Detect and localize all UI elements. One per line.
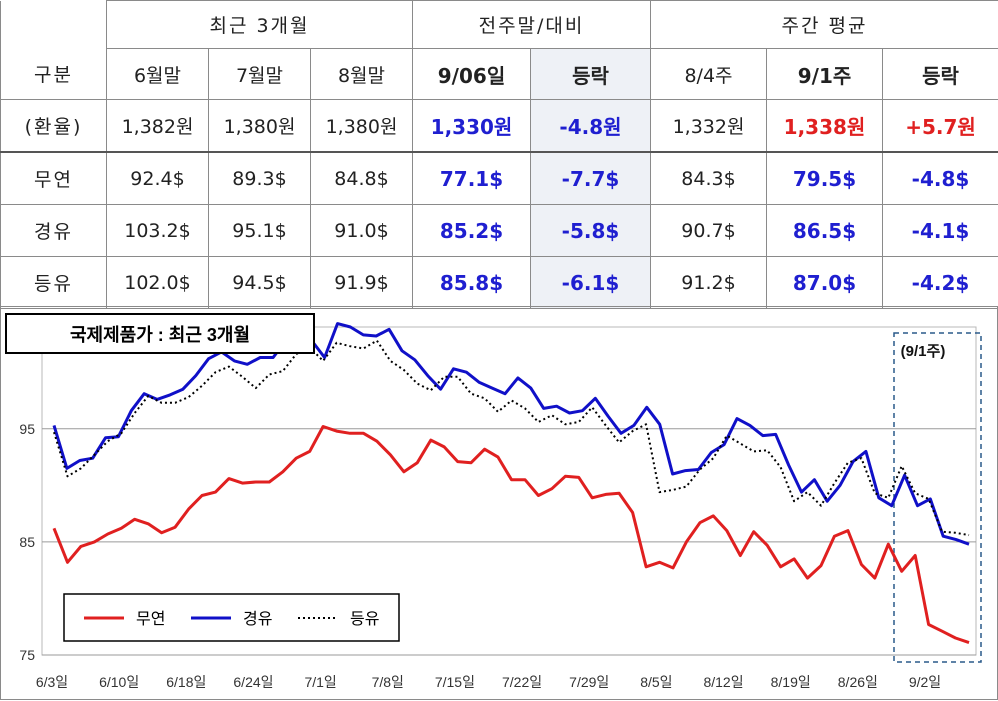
x-tick-label: 7/15일 — [435, 674, 475, 690]
group-header-weekend: 전주말/대비 — [413, 1, 651, 49]
legend-label: 무연 — [136, 610, 165, 628]
col-header-sep06: 9/06일 — [413, 49, 531, 100]
x-tick-label: 8/12일 — [703, 674, 743, 690]
table-cell: 91.9$ — [311, 257, 413, 309]
legend-label: 경유 — [243, 610, 272, 628]
week-annotation: (9/1주) — [901, 343, 946, 360]
row-label: 등유 — [1, 257, 107, 309]
table-cell: 1,380원 — [209, 100, 311, 153]
y-tick-label: 85 — [19, 534, 35, 550]
table-cell: 77.1$ — [413, 152, 531, 205]
group-header-recent: 최근 3개월 — [107, 1, 413, 49]
table-cell: 84.3$ — [651, 152, 767, 205]
x-tick-label: 6/10일 — [99, 674, 139, 690]
table-cell: 86.5$ — [767, 205, 883, 257]
col-header-change: 등락 — [531, 49, 651, 100]
price-summary-table: 최근 3개월 전주말/대비 주간 평균 구분 6월말 7월말 8월말 9/06일… — [0, 0, 998, 309]
table-cell: -5.8$ — [531, 205, 651, 257]
x-tick-label: 7/22일 — [502, 674, 542, 690]
table-cell: -7.7$ — [531, 152, 651, 205]
table-cell: 1,330원 — [413, 100, 531, 153]
row-label: 무연 — [1, 152, 107, 205]
group-header-weekly: 주간 평균 — [651, 1, 998, 49]
table-cell: 79.5$ — [767, 152, 883, 205]
x-tick-label: 7/29일 — [569, 674, 609, 690]
table-row-exchange: (환율) 1,382원 1,380원 1,380원 1,330원 -4.8원 1… — [1, 100, 998, 153]
table-cell: -4.2$ — [883, 257, 998, 309]
x-tick-label: 6/18일 — [166, 674, 206, 690]
row-label: (환율) — [1, 100, 107, 153]
table-cell: -6.1$ — [531, 257, 651, 309]
week-highlight-box — [894, 333, 981, 662]
x-tick-label: 8/19일 — [771, 674, 811, 690]
x-tick-label: 6/3일 — [36, 674, 68, 690]
table-cell: 1,338원 — [767, 100, 883, 153]
col-header-category: 구분 — [1, 49, 107, 100]
x-tick-label: 8/5일 — [640, 674, 672, 690]
table-cell: 103.2$ — [107, 205, 209, 257]
col-header-weekly-change: 등락 — [883, 49, 998, 100]
x-tick-label: 9/2일 — [909, 674, 941, 690]
table-cell: 1,380원 — [311, 100, 413, 153]
table-cell: 102.0$ — [107, 257, 209, 309]
x-tick-label: 7/8일 — [372, 674, 404, 690]
table-cell: 85.2$ — [413, 205, 531, 257]
col-header-sep-w1: 9/1주 — [767, 49, 883, 100]
table-cell: +5.7원 — [883, 100, 998, 153]
col-header-aug-w4: 8/4주 — [651, 49, 767, 100]
y-tick-label: 95 — [19, 421, 35, 437]
y-tick-label: 75 — [19, 647, 35, 663]
col-header-aug-end: 8월말 — [311, 49, 413, 100]
price-chart-svg: 75 85 95 6/3일 6/10일 6/18일 6/24일 7/1일 7/8일 7/15일 7/… — [1, 307, 998, 701]
table-cell: 91.0$ — [311, 205, 413, 257]
table-row-kerosene: 등유 102.0$ 94.5$ 91.9$ 85.8$ -6.1$ 91.2$ … — [1, 257, 998, 309]
x-tick-label: 8/26일 — [838, 674, 878, 690]
row-label: 경유 — [1, 205, 107, 257]
col-header-jul-end: 7월말 — [209, 49, 311, 100]
table-row-diesel: 경유 103.2$ 95.1$ 91.0$ 85.2$ -5.8$ 90.7$ … — [1, 205, 998, 257]
x-tick-label: 6/24일 — [233, 674, 273, 690]
table-cell: 1,382원 — [107, 100, 209, 153]
col-header-jun-end: 6월말 — [107, 49, 209, 100]
chart-title: 국제제품가 : 최근 3개월 — [70, 325, 250, 345]
table-cell: 91.2$ — [651, 257, 767, 309]
table-cell: 94.5$ — [209, 257, 311, 309]
series-line-경유 — [54, 324, 969, 545]
price-chart: 75 85 95 6/3일 6/10일 6/18일 6/24일 7/1일 7/8일 7/15일 7/… — [0, 306, 998, 700]
table-cell: 85.8$ — [413, 257, 531, 309]
table-cell: 84.8$ — [311, 152, 413, 205]
table-cell: -4.8원 — [531, 100, 651, 153]
table-cell: 90.7$ — [651, 205, 767, 257]
table-cell: -4.8$ — [883, 152, 998, 205]
legend-label: 등유 — [350, 611, 379, 628]
table-cell: 87.0$ — [767, 257, 883, 309]
table-row-gasoline: 무연 92.4$ 89.3$ 84.8$ 77.1$ -7.7$ 84.3$ 7… — [1, 152, 998, 205]
table-cell: 89.3$ — [209, 152, 311, 205]
x-tick-label: 7/1일 — [304, 674, 336, 690]
table-cell: 95.1$ — [209, 205, 311, 257]
table-cell: 92.4$ — [107, 152, 209, 205]
table-cell: 1,332원 — [651, 100, 767, 153]
corner-cell — [1, 1, 107, 49]
table-cell: -4.1$ — [883, 205, 998, 257]
